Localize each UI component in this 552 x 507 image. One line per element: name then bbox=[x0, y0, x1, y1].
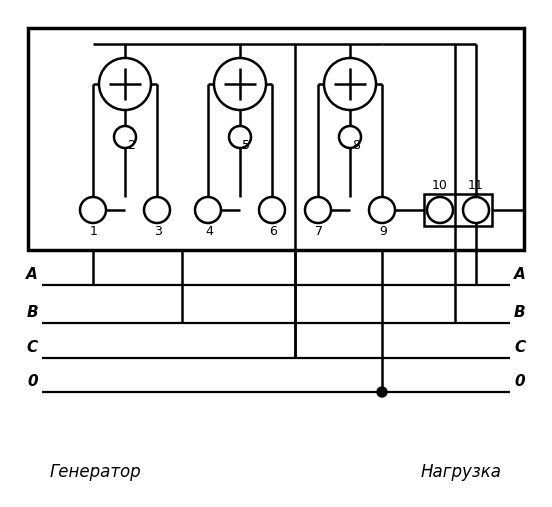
Circle shape bbox=[463, 197, 489, 223]
Text: Нагрузка: Нагрузка bbox=[421, 463, 502, 481]
Text: 4: 4 bbox=[205, 225, 213, 238]
Circle shape bbox=[369, 197, 395, 223]
Text: 9: 9 bbox=[379, 225, 387, 238]
Circle shape bbox=[427, 197, 453, 223]
Text: 3: 3 bbox=[154, 225, 162, 238]
Text: 8: 8 bbox=[352, 139, 360, 152]
Text: C: C bbox=[514, 340, 526, 355]
Circle shape bbox=[305, 197, 331, 223]
Text: 7: 7 bbox=[315, 225, 323, 238]
Text: 1: 1 bbox=[90, 225, 98, 238]
Circle shape bbox=[99, 58, 151, 110]
Bar bbox=[424, 194, 492, 226]
Circle shape bbox=[259, 197, 285, 223]
Circle shape bbox=[195, 197, 221, 223]
Text: 10: 10 bbox=[432, 179, 448, 192]
Text: B: B bbox=[514, 305, 526, 320]
Text: 0: 0 bbox=[28, 374, 38, 389]
Circle shape bbox=[229, 126, 251, 148]
Circle shape bbox=[324, 58, 376, 110]
Text: A: A bbox=[514, 267, 526, 282]
Text: 0: 0 bbox=[514, 374, 524, 389]
Circle shape bbox=[377, 387, 387, 397]
Text: A: A bbox=[26, 267, 38, 282]
Bar bbox=[28, 28, 524, 250]
Text: 11: 11 bbox=[468, 179, 484, 192]
Text: 6: 6 bbox=[269, 225, 277, 238]
Text: 5: 5 bbox=[242, 139, 250, 152]
Circle shape bbox=[114, 126, 136, 148]
Text: C: C bbox=[26, 340, 38, 355]
Text: B: B bbox=[26, 305, 38, 320]
Text: Генератор: Генератор bbox=[50, 463, 142, 481]
Circle shape bbox=[80, 197, 106, 223]
Circle shape bbox=[214, 58, 266, 110]
Circle shape bbox=[339, 126, 361, 148]
Circle shape bbox=[144, 197, 170, 223]
Text: 2: 2 bbox=[127, 139, 135, 152]
